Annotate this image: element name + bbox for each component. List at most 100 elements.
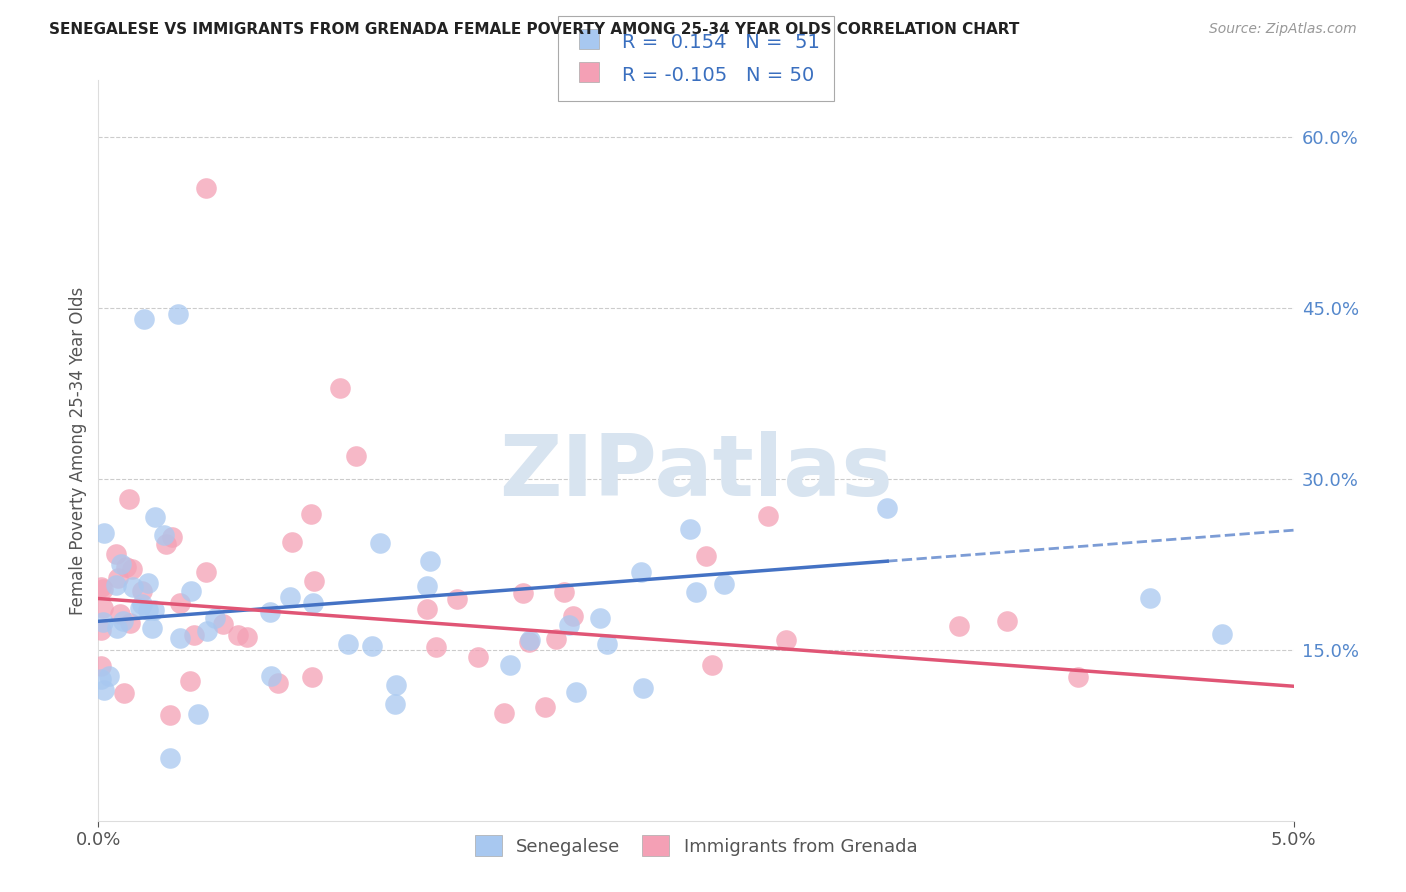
Text: Source: ZipAtlas.com: Source: ZipAtlas.com	[1209, 22, 1357, 37]
Point	[589, 611, 612, 625]
Point	[120, 615, 142, 630]
Point	[630, 565, 652, 579]
Point	[108, 607, 131, 621]
Point	[425, 640, 447, 655]
Point	[685, 585, 707, 599]
Point	[204, 611, 226, 625]
Point	[302, 596, 325, 610]
Text: ZIPatlas: ZIPatlas	[499, 431, 893, 514]
Point	[415, 578, 437, 592]
Point	[596, 637, 619, 651]
Point	[492, 706, 515, 721]
Point	[558, 618, 581, 632]
Point	[1067, 670, 1090, 684]
Point	[141, 621, 163, 635]
Point	[301, 670, 323, 684]
Point	[259, 605, 281, 619]
Point	[467, 649, 489, 664]
Point	[160, 530, 183, 544]
Point	[565, 685, 588, 699]
Point	[368, 536, 391, 550]
Point	[384, 697, 406, 711]
Point	[136, 575, 159, 590]
Point	[91, 600, 114, 615]
Point	[159, 751, 181, 765]
Point	[361, 639, 384, 653]
Point	[91, 615, 114, 629]
Point	[110, 557, 132, 571]
Point	[91, 582, 114, 597]
Point	[280, 591, 302, 605]
Point	[111, 614, 134, 628]
Point	[105, 547, 128, 561]
Point	[713, 577, 735, 591]
Point	[132, 312, 155, 326]
Text: SENEGALESE VS IMMIGRANTS FROM GRENADA FEMALE POVERTY AMONG 25-34 YEAR OLDS CORRE: SENEGALESE VS IMMIGRANTS FROM GRENADA FE…	[49, 22, 1019, 37]
Point	[499, 657, 522, 672]
Point	[385, 678, 408, 692]
Point	[519, 633, 541, 648]
Point	[546, 632, 568, 647]
Point	[266, 676, 288, 690]
Point	[678, 523, 700, 537]
Point	[512, 586, 534, 600]
Point	[104, 577, 127, 591]
Point	[553, 585, 575, 599]
Point	[756, 508, 779, 523]
Point	[136, 603, 159, 617]
Point	[226, 628, 249, 642]
Point	[446, 591, 468, 606]
Point	[775, 632, 797, 647]
Point	[153, 527, 176, 541]
Point	[212, 616, 235, 631]
Point	[97, 669, 120, 683]
Point	[344, 449, 367, 463]
Point	[155, 537, 177, 551]
Point	[329, 381, 352, 395]
Point	[1139, 591, 1161, 605]
Point	[93, 525, 115, 540]
Y-axis label: Female Poverty Among 25-34 Year Olds: Female Poverty Among 25-34 Year Olds	[69, 286, 87, 615]
Point	[142, 603, 165, 617]
Point	[517, 635, 540, 649]
Point	[93, 682, 115, 697]
Point	[180, 584, 202, 599]
Point	[107, 571, 129, 585]
Point	[695, 549, 717, 564]
Point	[169, 596, 191, 610]
Point	[194, 566, 217, 580]
Point	[179, 673, 201, 688]
Point	[131, 584, 153, 599]
Point	[302, 574, 325, 588]
Point	[90, 623, 112, 637]
Point	[159, 707, 181, 722]
Point	[183, 627, 205, 641]
Point	[90, 659, 112, 673]
Point	[145, 510, 167, 524]
Point	[118, 491, 141, 506]
Point	[90, 673, 112, 687]
Point	[995, 615, 1018, 629]
Legend: Senegalese, Immigrants from Grenada: Senegalese, Immigrants from Grenada	[467, 828, 925, 863]
Point	[128, 601, 150, 615]
Point	[337, 637, 360, 651]
Point	[876, 500, 898, 515]
Point	[90, 580, 112, 594]
Point	[236, 630, 259, 644]
Point	[534, 700, 557, 714]
Point	[195, 181, 218, 195]
Point	[562, 608, 585, 623]
Point	[195, 624, 218, 639]
Point	[121, 580, 143, 594]
Point	[115, 560, 138, 574]
Point	[105, 621, 128, 635]
Point	[187, 707, 209, 722]
Point	[1211, 627, 1233, 641]
Point	[121, 562, 143, 576]
Point	[112, 686, 135, 700]
Point	[702, 657, 724, 672]
Point	[419, 554, 441, 568]
Point	[633, 681, 655, 695]
Point	[281, 534, 304, 549]
Point	[260, 669, 283, 683]
